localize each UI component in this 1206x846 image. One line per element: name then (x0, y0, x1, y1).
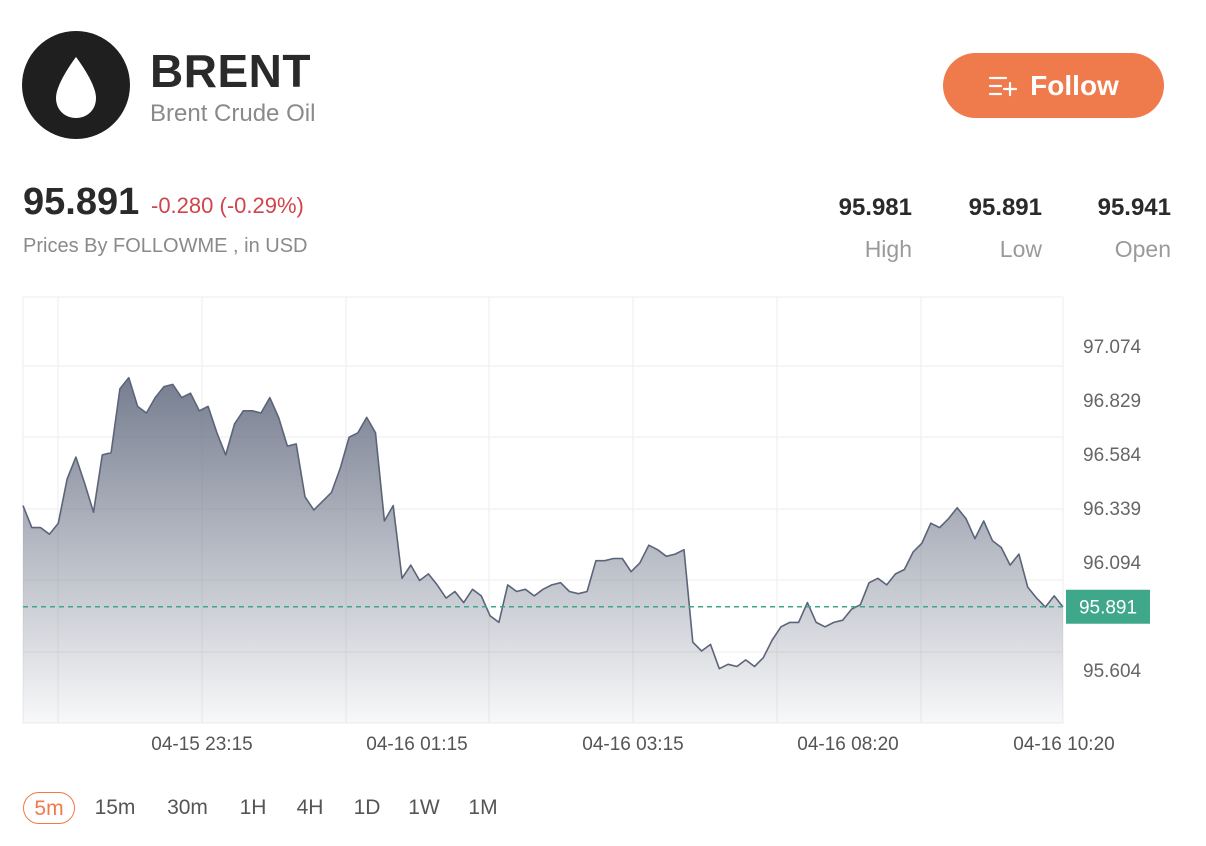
price-line (22, 376, 1064, 670)
current-price-tag-label: 95.891 (1079, 598, 1137, 619)
oil-drop-icon (56, 57, 96, 118)
timeframe-1d[interactable]: 1D (353, 796, 381, 819)
timeframe-5m[interactable]: 5m (23, 792, 75, 824)
add-list-icon (989, 76, 1018, 96)
y-tick-label: 97.074 (1083, 337, 1142, 358)
timeframe-1h[interactable]: 1H (239, 796, 267, 819)
y-tick-label: 96.339 (1083, 499, 1141, 520)
instrument-name: Brent Crude Oil (150, 100, 316, 127)
stat-low-value: 95.891 (968, 194, 1042, 221)
x-tick-label: 04-15 23:15 (151, 734, 252, 755)
y-tick-label: 96.584 (1083, 445, 1142, 466)
y-tick-label: 96.094 (1083, 553, 1142, 574)
timeframe-4h[interactable]: 4H (296, 796, 324, 819)
price-chart[interactable]: 95.891 97.074 96.829 96.584 96.339 96.094 95.6… (0, 0, 1206, 780)
timeframe-1m[interactable]: 1M (468, 796, 498, 819)
price-area (23, 377, 1063, 723)
x-tick-label: 04-16 08:20 (797, 734, 898, 755)
stat-high-value: 95.981 (838, 194, 912, 221)
x-tick-label: 04-16 10:20 (1013, 734, 1114, 755)
x-tick-label: 04-16 03:15 (582, 734, 683, 755)
price-change: -0.280 (-0.29%) (151, 193, 304, 218)
stat-low-label: Low (999, 236, 1042, 262)
follow-label: Follow (1030, 69, 1119, 101)
follow-button[interactable]: Follow (943, 53, 1164, 118)
stat-high-label: High (864, 236, 912, 262)
y-tick-label: 96.829 (1083, 391, 1141, 412)
stat-high: 95.981 High (812, 194, 912, 263)
stat-low: 95.891 Low (942, 194, 1042, 263)
stat-open-value: 95.941 (1097, 194, 1171, 221)
current-price-tag (1066, 589, 1150, 624)
y-tick-label: 95.604 (1083, 661, 1142, 682)
timeframe-15m[interactable]: 15m (94, 796, 136, 819)
stat-open-label: Open (1114, 236, 1171, 262)
price-source: Prices By FOLLOWME , in USD (23, 235, 308, 257)
stat-open: 95.941 Open (1071, 194, 1171, 263)
timeframe-1w[interactable]: 1W (408, 796, 440, 819)
x-tick-label: 04-16 01:15 (366, 734, 467, 755)
timeframe-30m[interactable]: 30m (167, 796, 208, 819)
symbol-title: BRENT (150, 45, 311, 97)
current-price: 95.891 (23, 181, 140, 223)
brent-logo (22, 31, 130, 139)
